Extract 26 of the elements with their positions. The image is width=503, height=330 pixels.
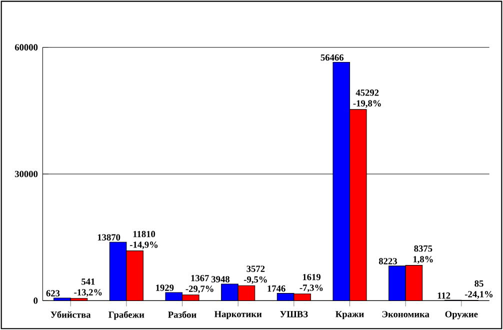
x-tick-label: Оружие [445,311,478,320]
data-label: 8223 [378,258,397,264]
data-label: 85 -24,1% [464,280,493,299]
x-tick-label: Кражи [336,311,364,320]
x-tick-label: Грабежи [108,311,144,320]
data-label: 11810 -14,9% [130,230,158,250]
data-label: 3948 [212,276,230,282]
y-tick-label: 60000 [14,44,38,50]
y-tick-label: 0 [34,298,38,304]
data-label: 623 [46,290,60,296]
x-tick-label: Наркотики [214,311,262,320]
x-tick-label: Разбои [168,311,196,318]
data-label: 541 -13,2% [74,278,102,297]
data-label: 45292 -19,8% [353,90,381,108]
data-label: 1929 [156,284,174,291]
x-tick-label: Экономика [382,311,430,318]
x-tick-label: Убийства [50,311,91,318]
data-label: 112 [438,292,450,299]
y-tick-label: 30000 [14,170,38,178]
data-label: 8375 1,8% [413,245,433,264]
data-label: 13870 [98,234,120,240]
data-label: 56466 [320,54,344,61]
x-tick-label: УШВЗ [280,311,308,318]
data-label: 1619 -7,3% [300,274,323,292]
data-label: 1746 [268,285,286,292]
data-label: 3572 -9,5% [244,266,267,284]
